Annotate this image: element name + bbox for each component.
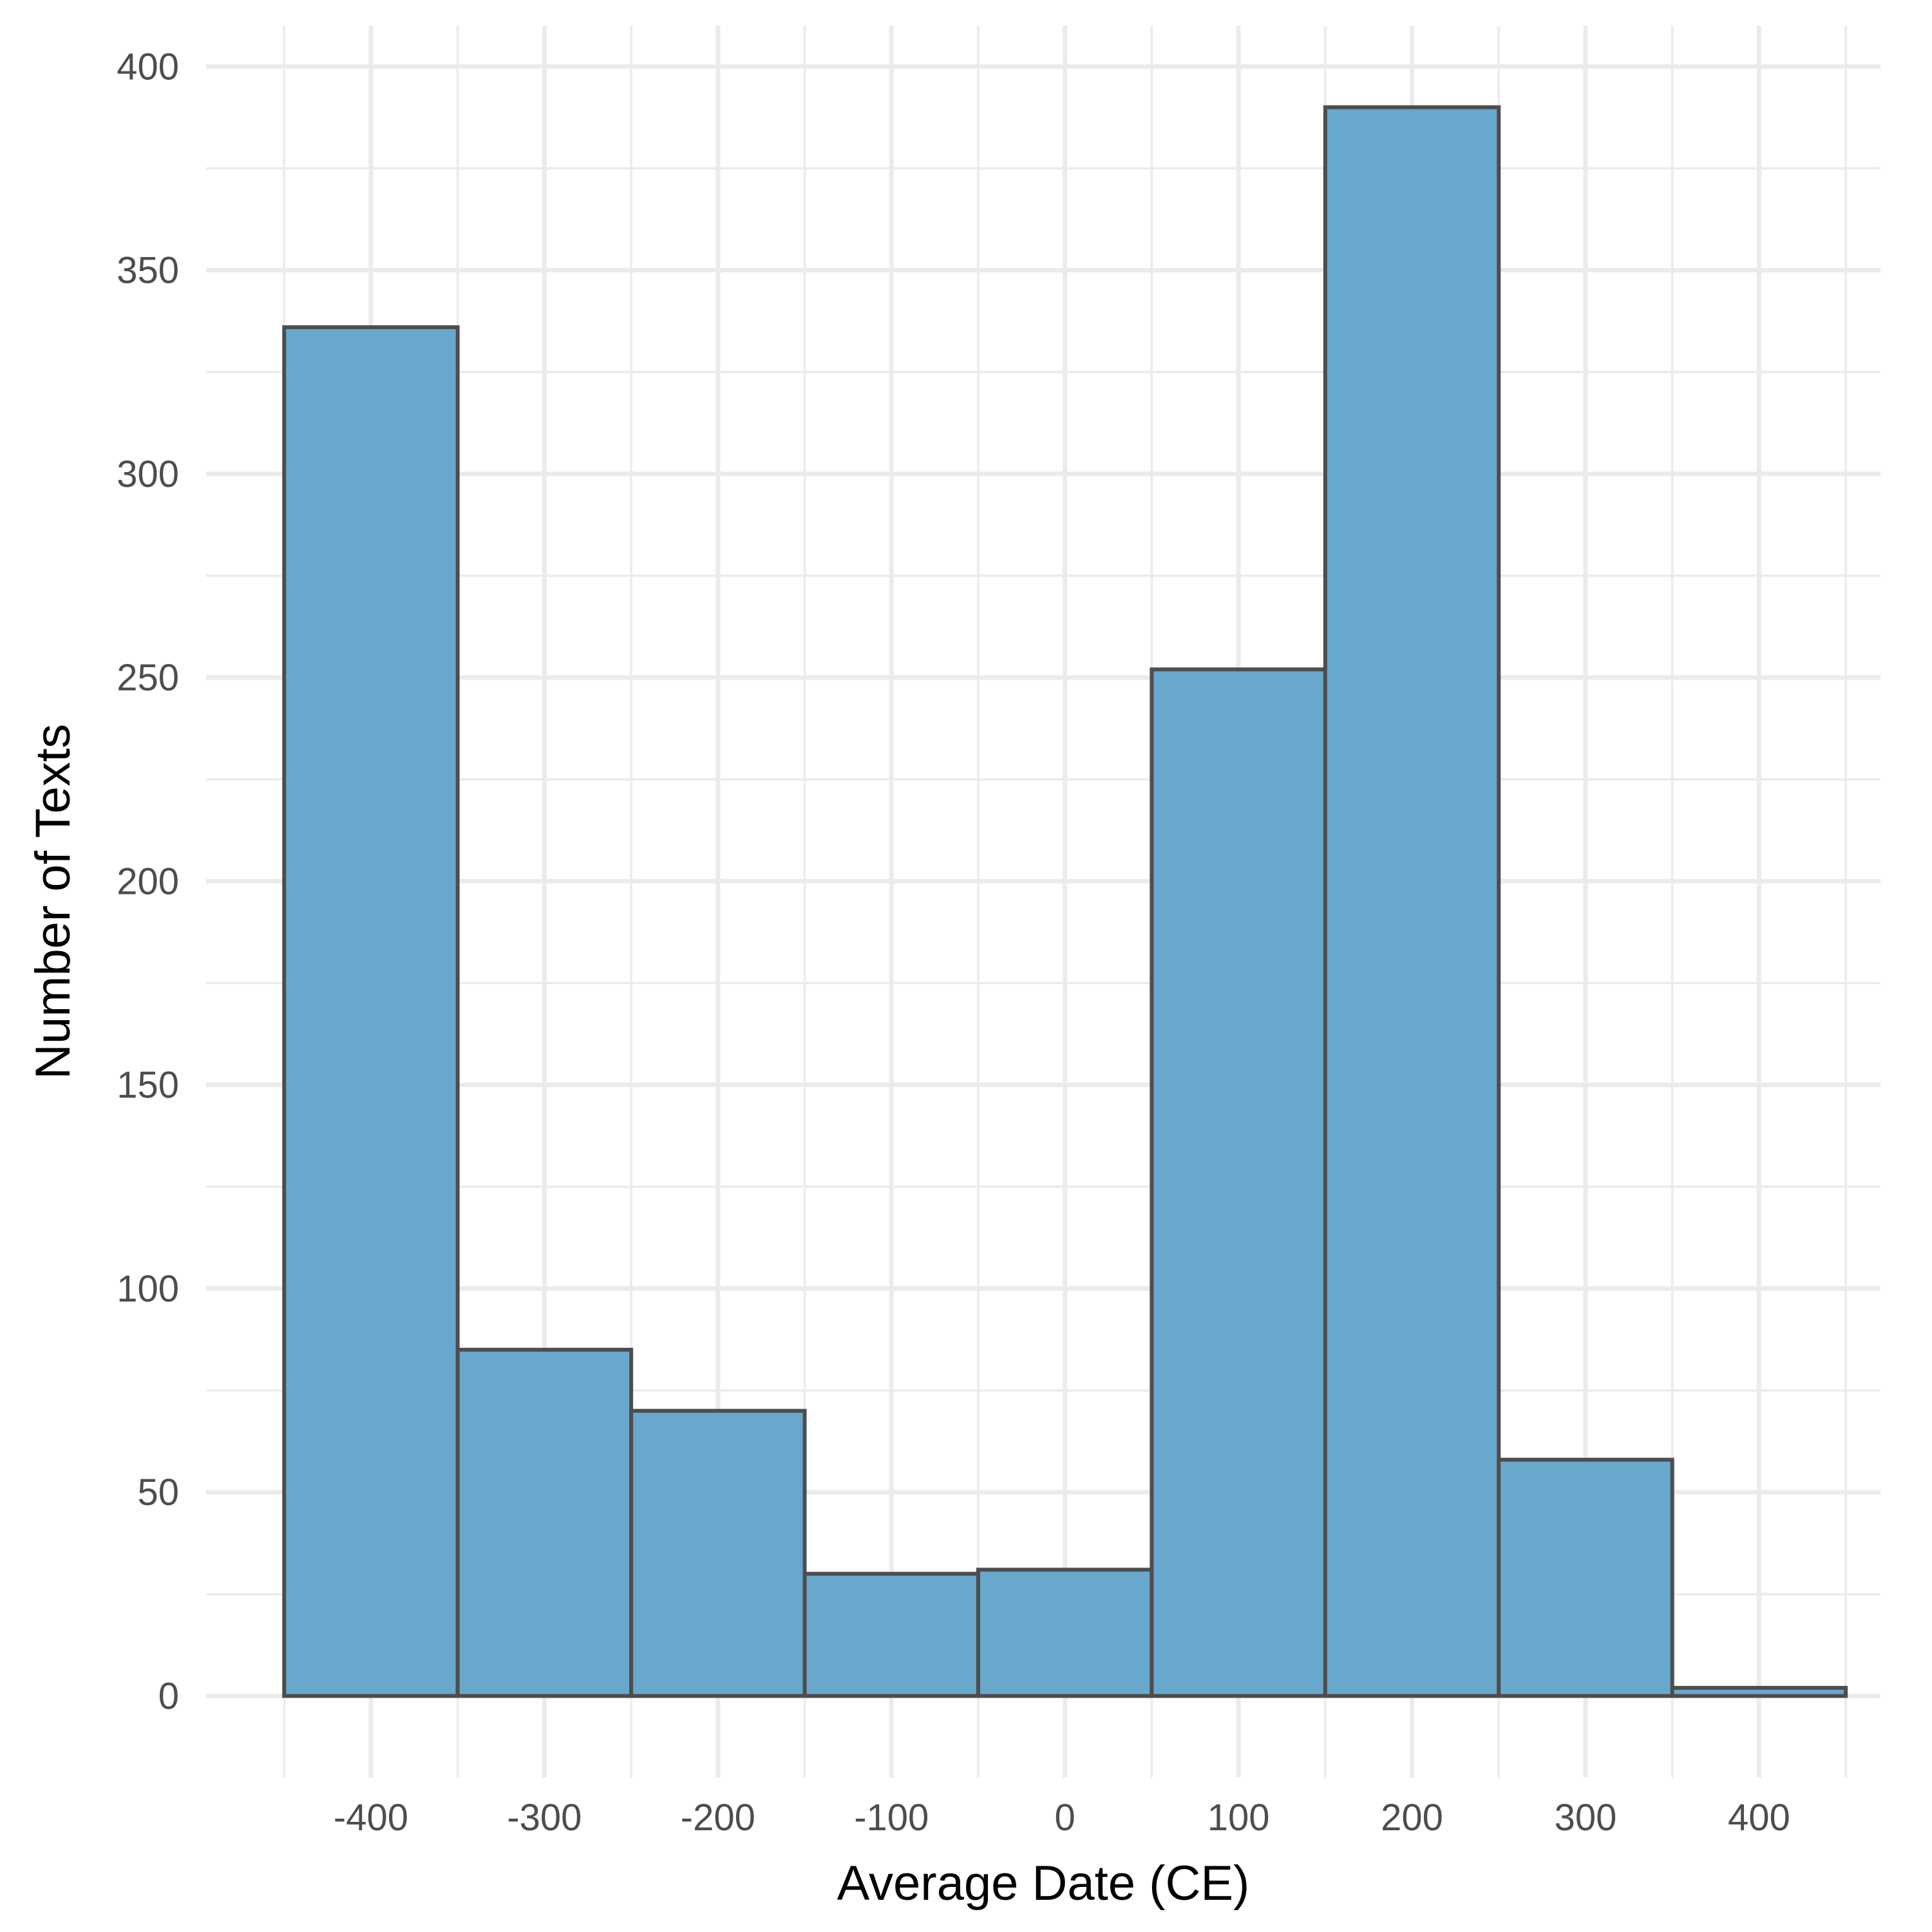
x-tick-label: 200 bbox=[1381, 1797, 1443, 1839]
y-axis-tick-labels: 0 50 100 150 200 250 300 350 400 bbox=[117, 46, 179, 1717]
y-tick-label: 0 bbox=[158, 1675, 179, 1717]
histogram-bar bbox=[1497, 1457, 1674, 1698]
y-tick-label: 200 bbox=[117, 860, 179, 902]
x-tick-label: 300 bbox=[1555, 1797, 1617, 1839]
y-tick-label: 300 bbox=[117, 453, 179, 495]
x-tick-label: -400 bbox=[334, 1797, 408, 1839]
x-tick-label: 100 bbox=[1208, 1797, 1270, 1839]
y-tick-label: 400 bbox=[117, 46, 179, 88]
histogram-bar bbox=[455, 1347, 634, 1698]
y-tick-label: 350 bbox=[117, 250, 179, 292]
histogram-bar bbox=[1670, 1685, 1848, 1698]
histogram-bar bbox=[1150, 667, 1327, 1698]
histogram-bars bbox=[282, 105, 1848, 1698]
x-tick-label: -300 bbox=[507, 1797, 582, 1839]
x-tick-label: -200 bbox=[681, 1797, 755, 1839]
histogram-bar bbox=[802, 1571, 980, 1698]
histogram-bar bbox=[1323, 105, 1501, 1698]
histogram-bar bbox=[629, 1408, 807, 1698]
histogram-bar bbox=[282, 325, 460, 1698]
y-tick-label: 150 bbox=[117, 1065, 179, 1106]
y-tick-label: 250 bbox=[117, 657, 179, 699]
y-axis-title: Number of Texts bbox=[26, 724, 80, 1079]
y-tick-label: 100 bbox=[117, 1268, 179, 1310]
x-axis-title: Average Date (CE) bbox=[837, 1856, 1250, 1911]
x-axis-tick-labels: -400 -300 -200 -100 0 100 200 300 400 bbox=[334, 1797, 1790, 1839]
histogram-bar bbox=[976, 1567, 1154, 1698]
x-tick-label: -100 bbox=[854, 1797, 929, 1839]
x-tick-label: 0 bbox=[1055, 1797, 1075, 1839]
y-tick-label: 50 bbox=[137, 1472, 179, 1513]
x-tick-label: 400 bbox=[1728, 1797, 1790, 1839]
